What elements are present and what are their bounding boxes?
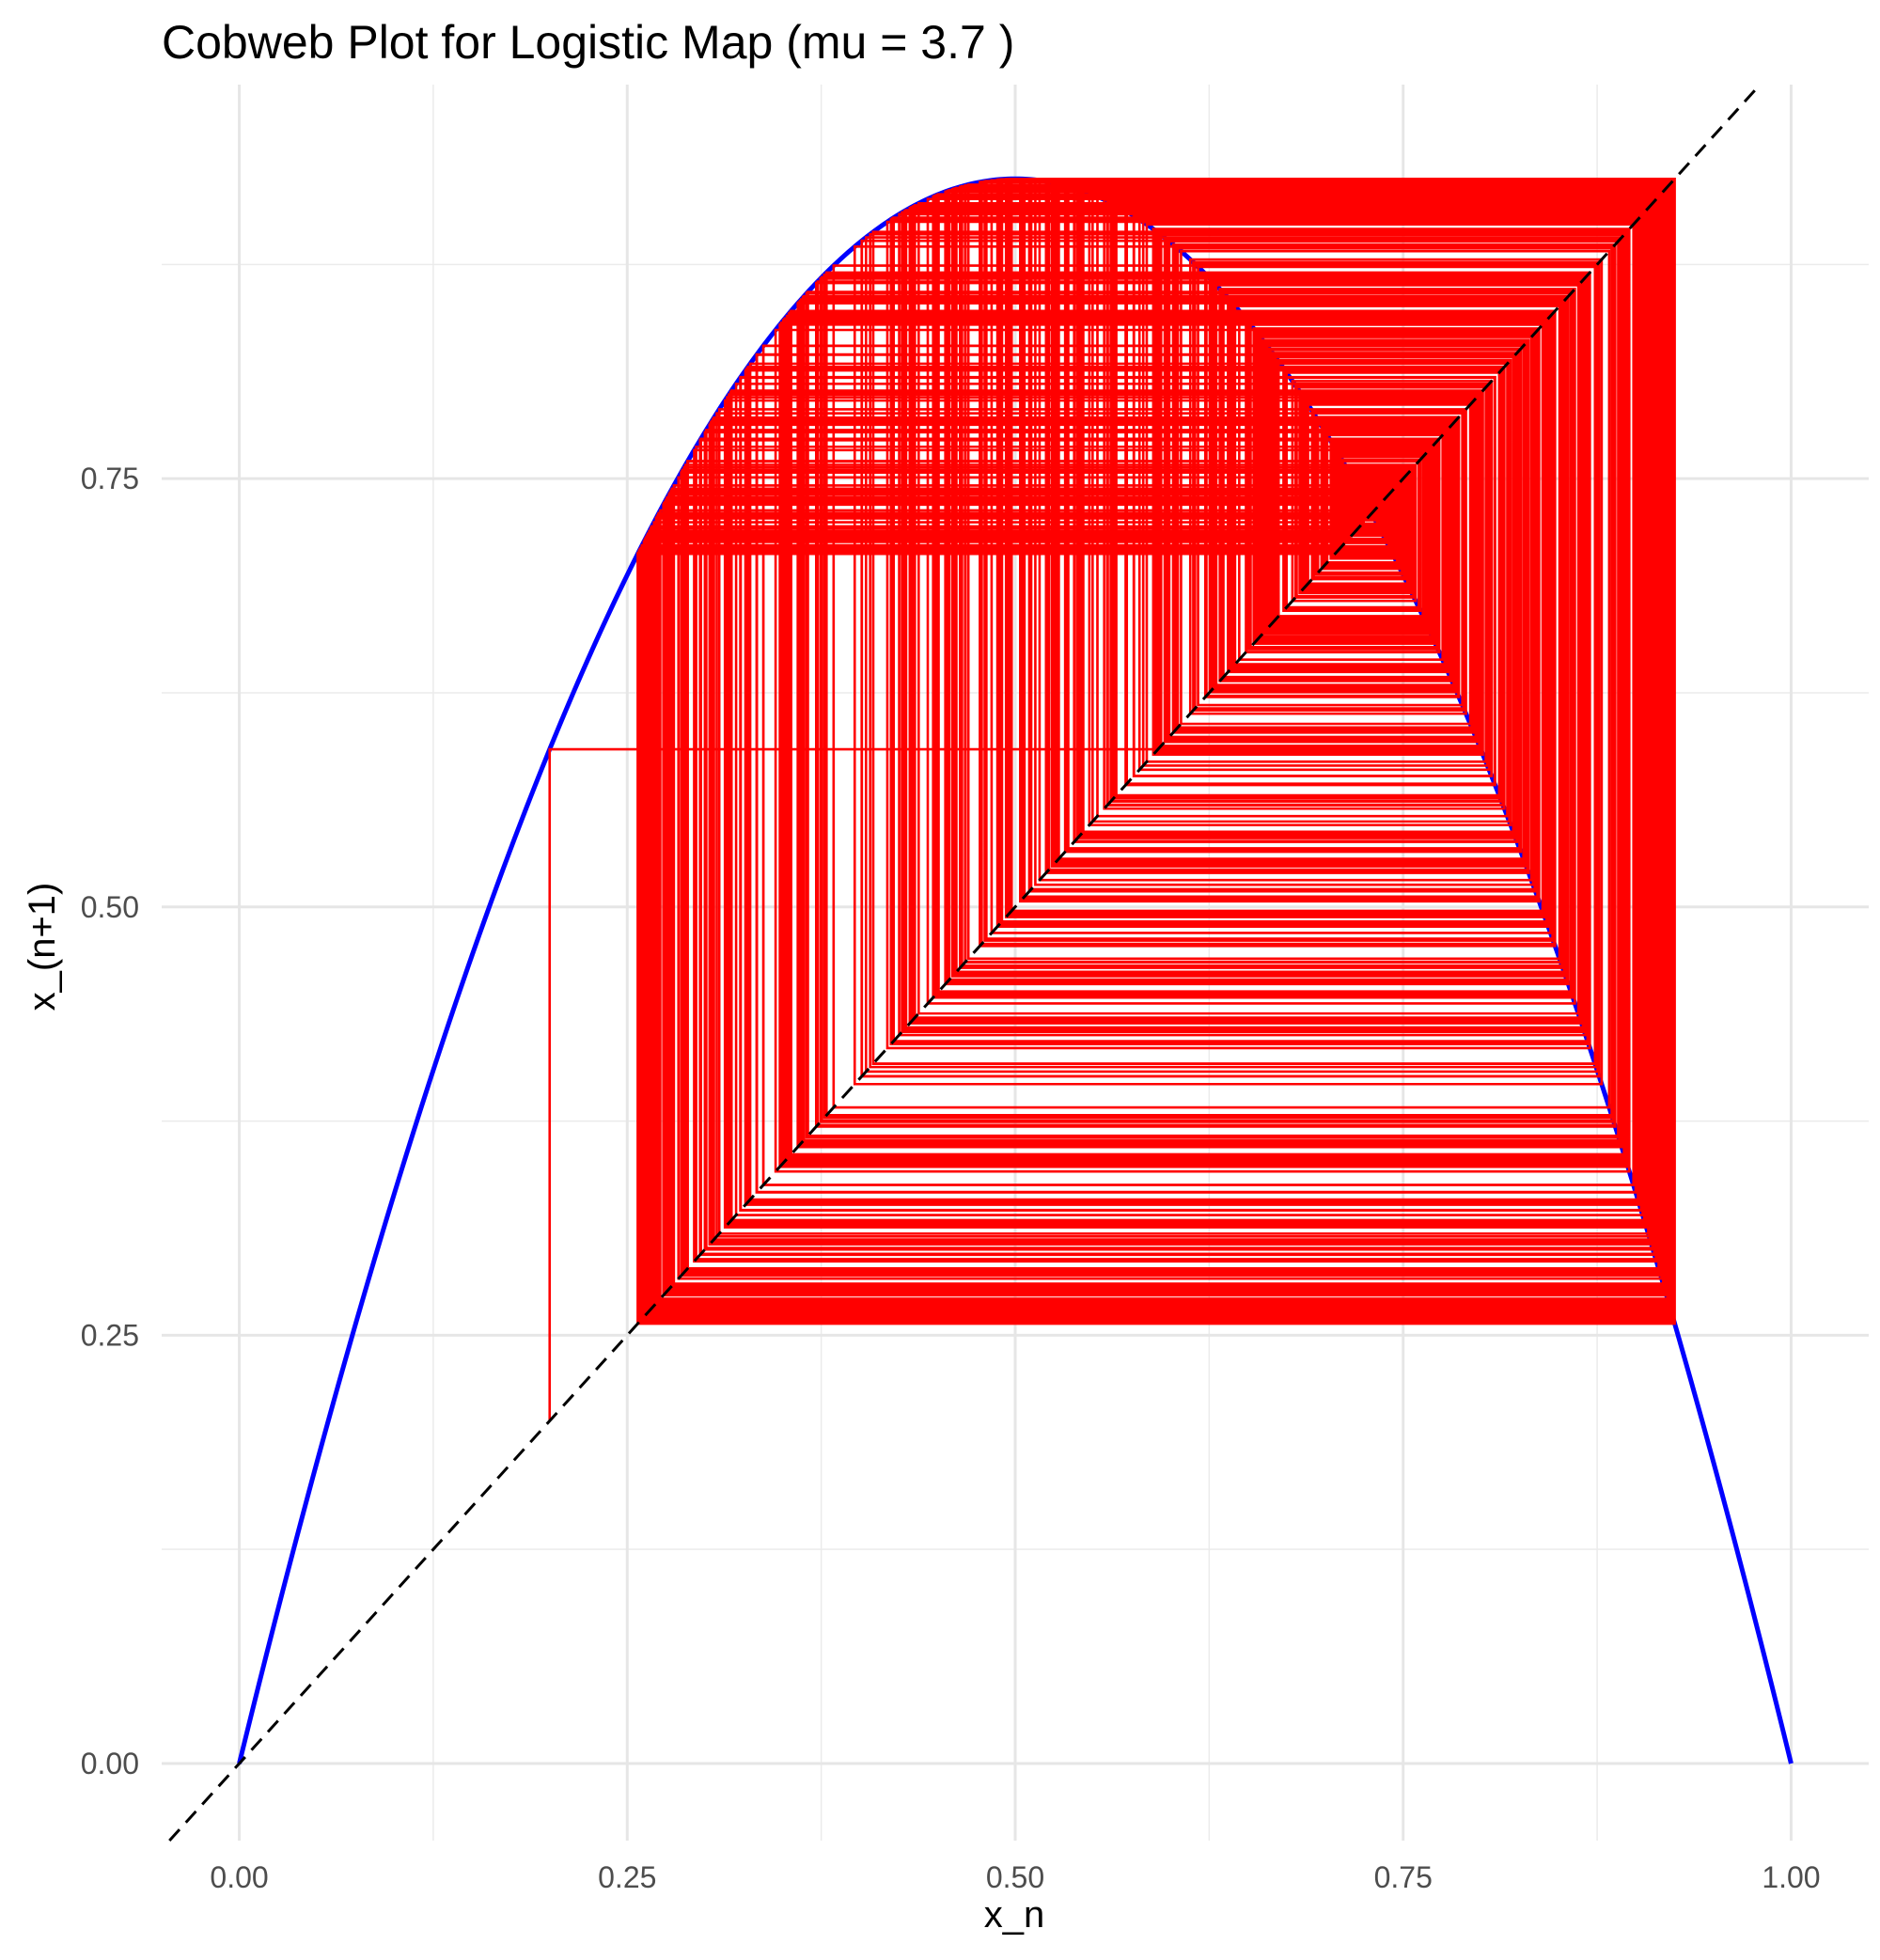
identity-line [168,83,1762,1842]
y-tick-label: 0.25 [81,1318,139,1352]
x-tick-label: 1.00 [1762,1860,1820,1894]
x-tick-label: 0.00 [210,1860,268,1894]
plot-area [168,83,1794,1842]
x-tick-label: 0.75 [1374,1860,1433,1894]
y-axis-title: x_(n+1) [22,883,63,1011]
y-tick-label: 0.75 [81,462,139,495]
x-tick-label: 0.50 [986,1860,1044,1894]
chart-title: Cobweb Plot for Logistic Map (mu = 3.7 ) [162,16,1014,69]
cobweb-path [548,177,1676,1421]
tick-labels: 0.00 0.25 0.50 0.75 1.00 0.00 0.25 0.50 0.75 [81,462,1821,1894]
y-tick-label: 0.00 [81,1747,139,1780]
y-tick-label: 0.50 [81,890,139,924]
x-tick-label: 0.25 [598,1860,656,1894]
x-axis-title: x_n [984,1894,1045,1936]
